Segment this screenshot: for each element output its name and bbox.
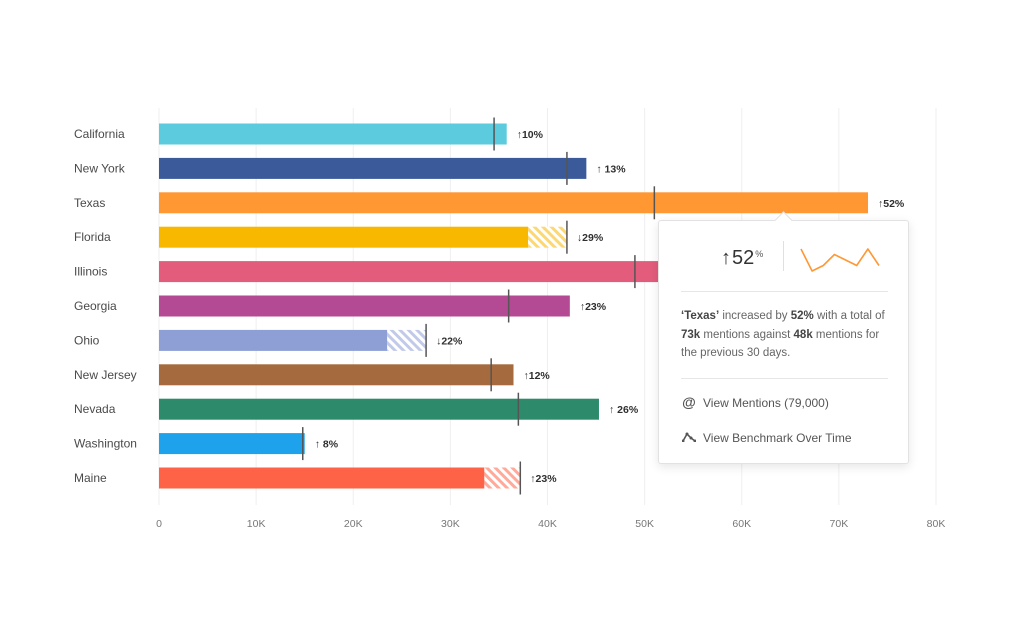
tooltip-unit: % [755,249,764,259]
change-label: ↑23% [580,301,607,313]
category-label: Maine [74,471,107,485]
change-label: ↑ 26% [609,404,639,416]
category-label: Nevada [74,402,116,416]
view-mentions-button[interactable]: @ View Mentions (79,000) [681,394,891,414]
tooltip-separator [681,291,888,292]
view-benchmark-label: View Benchmark Over Time [703,431,852,445]
at-icon: @ [682,394,696,410]
category-label: Ohio [74,333,100,347]
x-tick-label: 50K [635,518,654,530]
category-labels: California ↑10%New York ↑ 13%Texas ↑52%Flor… [74,127,905,485]
x-tick-label: 80K [927,518,946,530]
x-tick-label: 70K [830,518,849,530]
tooltip-text: increased by [719,310,791,322]
change-label: ↑10% [517,129,544,141]
x-tick-label: 10K [247,518,266,530]
tooltip-description: ‘Texas’ increased by 52% with a total of… [681,307,895,363]
tooltip-total: 73k [681,328,701,341]
bar[interactable] [159,192,869,214]
tooltip-separator [681,378,888,379]
change-label: ↓22% [436,335,463,347]
change-label: ↓29% [577,232,604,244]
tooltip-header: ↑52% [659,237,908,285]
view-benchmark-button[interactable]: View Benchmark Over Time [681,431,891,451]
tooltip-text: with a total of [813,310,885,322]
bar[interactable] [159,467,485,489]
tooltip-text: mentions for the previous 30 days. [681,328,880,360]
trend-icon [681,431,697,445]
bar[interactable] [159,123,507,145]
x-tick-label: 40K [538,518,557,530]
bar[interactable] [159,226,529,248]
change-label: ↑52% [878,198,905,210]
category-label: New York [74,161,126,175]
bars [159,117,869,495]
tooltip-panel: ↑52% ‘Texas’ increased by 52% with a tot… [658,211,909,464]
change-label: ↑ 8% [315,439,339,451]
bar[interactable] [159,295,570,317]
x-tick-label: 60K [732,518,751,530]
bar-gap-hatch [387,329,427,351]
bar-gap-hatch [484,467,521,489]
x-tick-label: 0 [156,518,162,530]
category-label: Washington [74,437,137,451]
tooltip-change-value: ↑52% [721,247,763,270]
x-tick-label: 30K [441,518,460,530]
sparkline-line [800,248,880,272]
tooltip-value: 52 [732,247,755,269]
tooltip-state: ‘Texas’ [681,310,720,322]
category-label: Georgia [74,299,117,313]
tooltip-text: mentions against [700,328,794,341]
bar[interactable] [159,157,587,179]
x-tick-label: 20K [344,518,363,530]
bar[interactable] [159,398,599,420]
tooltip-pct: 52% [790,310,814,322]
bar[interactable] [159,364,514,386]
bar[interactable] [159,329,388,351]
view-mentions-label: View Mentions (79,000) [703,396,829,410]
category-label: Illinois [74,265,107,279]
sparkline [800,248,880,272]
category-label: Texas [74,196,105,210]
tooltip-divider [783,241,784,271]
category-label: New Jersey [74,368,137,382]
tooltip-benchmark: 48k [793,328,813,341]
change-label: ↑12% [524,370,551,382]
bar-gap-hatch [528,226,567,248]
up-arrow-icon: ↑ [721,247,731,269]
change-label: ↑23% [530,473,557,485]
category-label: California [74,127,125,141]
category-label: Florida [74,230,111,244]
x-axis-ticks: 0 10K 20K 30K 40K 50K 60K 70K 80K [156,518,945,530]
bar[interactable] [159,433,305,455]
bar[interactable] [159,261,694,283]
change-label: ↑ 13% [596,163,626,175]
